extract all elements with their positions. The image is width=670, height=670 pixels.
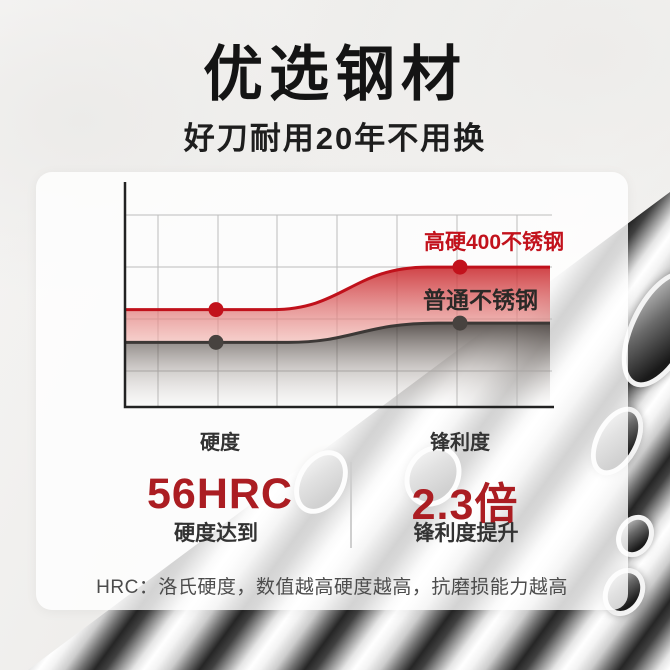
premium-dot-hardness xyxy=(208,302,224,318)
hardness-stat-caption: 硬度达到 xyxy=(174,522,258,545)
page-title: 优选钢材 xyxy=(203,41,467,108)
page-subtitle: 好刀耐用20年不用换 xyxy=(183,121,487,156)
premium-steel-curve xyxy=(125,265,550,312)
ordinary-steel-curve xyxy=(125,321,550,344)
ordinary-dot-hardness xyxy=(208,334,224,350)
premium-dot-sharpness xyxy=(452,259,468,275)
premium-series-label: 高硬400不锈钢 xyxy=(424,231,565,254)
ordinary-dot-sharpness xyxy=(452,315,468,331)
category-hardness: 硬度 xyxy=(200,432,240,454)
sharpness-stat-caption: 锋利度提升 xyxy=(413,522,519,545)
category-sharpness: 锋利度 xyxy=(430,432,490,454)
hrc-footnote: HRC：洛氏硬度，数值越高硬度越高，抗磨损能力越高 xyxy=(96,577,568,598)
premium-steel-area xyxy=(125,267,550,343)
hardness-sharpness-chart xyxy=(123,182,554,409)
stats-divider xyxy=(350,462,352,548)
chart-axes xyxy=(123,182,554,409)
hardness-stat-value: 56HRC xyxy=(147,470,293,518)
sharpness-stat-value: 2.3倍 xyxy=(411,481,519,529)
ordinary-series-label: 普通不锈钢 xyxy=(423,287,538,313)
